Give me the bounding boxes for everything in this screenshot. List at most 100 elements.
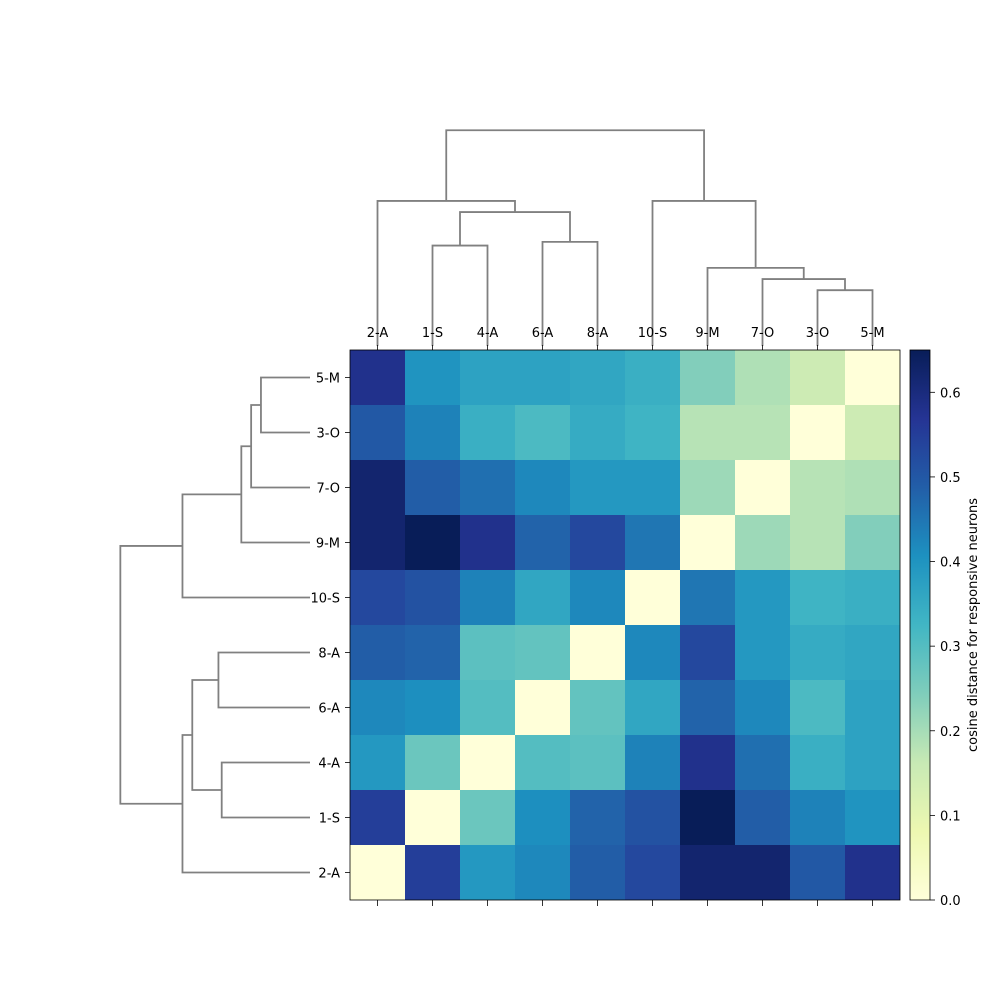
heatmap-cell bbox=[680, 405, 735, 460]
heatmap-cell bbox=[625, 405, 680, 460]
column-dendrogram bbox=[376, 129, 874, 346]
heatmap-cell bbox=[405, 515, 460, 570]
heatmap-cell bbox=[570, 460, 625, 515]
heatmap-grid bbox=[349, 349, 901, 901]
column-tick-label: 6-A bbox=[532, 326, 554, 341]
heatmap-cell bbox=[735, 570, 790, 625]
heatmap-cell bbox=[845, 350, 900, 405]
column-tick-label: 8-A bbox=[587, 326, 609, 341]
heatmap-cell bbox=[735, 405, 790, 460]
heatmap-cell bbox=[460, 350, 515, 405]
heatmap-cell bbox=[735, 625, 790, 680]
heatmap-cell bbox=[350, 680, 405, 735]
dendrogram-link bbox=[220, 761, 310, 819]
dendrogram-link bbox=[250, 404, 310, 489]
heatmap-cell bbox=[515, 460, 570, 515]
heatmap-cell bbox=[625, 460, 680, 515]
heatmap-cell bbox=[680, 845, 735, 900]
heatmap-cell bbox=[845, 405, 900, 460]
heatmap-cell bbox=[350, 350, 405, 405]
column-tick-label: 9-M bbox=[695, 326, 719, 341]
heatmap-cell bbox=[845, 735, 900, 790]
heatmap-cell bbox=[570, 570, 625, 625]
heatmap-cell bbox=[790, 680, 845, 735]
row-dendrogram bbox=[119, 376, 310, 874]
dendrogram-link bbox=[119, 545, 183, 805]
heatmap-cell bbox=[570, 405, 625, 460]
heatmap-cell bbox=[405, 735, 460, 790]
column-tick-labels: 2-A 1-S 4-A 6-A 8-A 10-S 9-M 7-O 3-O 5-M bbox=[367, 326, 885, 906]
dendrogram-link bbox=[651, 200, 757, 346]
heatmap-cell bbox=[570, 515, 625, 570]
heatmap-cell bbox=[735, 790, 790, 845]
heatmap-cell bbox=[680, 625, 735, 680]
heatmap-cell bbox=[845, 460, 900, 515]
heatmap-cell bbox=[790, 350, 845, 405]
heatmap-cell bbox=[570, 845, 625, 900]
row-tick-label: 3-O bbox=[316, 427, 340, 442]
heatmap-cell bbox=[680, 680, 735, 735]
column-tick-label: 1-S bbox=[422, 326, 443, 341]
heatmap-cell bbox=[625, 625, 680, 680]
heatmap-cell bbox=[515, 405, 570, 460]
heatmap-cell bbox=[790, 735, 845, 790]
heatmap-cell bbox=[515, 570, 570, 625]
heatmap-cell bbox=[790, 790, 845, 845]
dendrogram-link bbox=[181, 734, 310, 874]
heatmap-cell bbox=[845, 680, 900, 735]
column-tick-label: 7-O bbox=[751, 326, 775, 341]
heatmap-cell bbox=[350, 735, 405, 790]
heatmap-cell bbox=[845, 570, 900, 625]
colorbar-tick-label: 0.5 bbox=[940, 471, 961, 486]
heatmap-cell bbox=[350, 405, 405, 460]
column-tick-label: 10-S bbox=[638, 326, 668, 341]
heatmap-cell bbox=[790, 515, 845, 570]
heatmap-cell bbox=[405, 570, 460, 625]
heatmap-cell bbox=[460, 405, 515, 460]
heatmap-cell bbox=[515, 790, 570, 845]
heatmap-cell bbox=[790, 570, 845, 625]
row-tick-label: 7-O bbox=[316, 482, 340, 497]
heatmap-frame bbox=[349, 349, 901, 901]
dendrogram-link bbox=[761, 278, 846, 346]
colorbar-tick-label: 0.0 bbox=[940, 894, 961, 909]
row-tick-label: 5-M bbox=[316, 372, 340, 387]
colorbar: 0.0 0.1 0.2 0.3 0.4 0.5 0.6 cosine distance for… bbox=[909, 349, 981, 909]
heatmap-cell bbox=[625, 350, 680, 405]
heatmap-cell bbox=[570, 350, 625, 405]
heatmap-cell bbox=[625, 790, 680, 845]
heatmap-cell bbox=[625, 735, 680, 790]
colorbar-tick-label: 0.4 bbox=[940, 556, 961, 571]
heatmap-cell bbox=[405, 790, 460, 845]
heatmap-cell bbox=[625, 680, 680, 735]
dendrogram-link bbox=[376, 200, 516, 346]
heatmap-cell bbox=[515, 845, 570, 900]
heatmap-cell bbox=[515, 515, 570, 570]
heatmap-cell bbox=[570, 625, 625, 680]
dendrogram-link bbox=[191, 679, 222, 791]
heatmap-cell bbox=[735, 680, 790, 735]
heatmap-cell bbox=[790, 845, 845, 900]
dendrogram-link bbox=[181, 493, 310, 599]
heatmap-cell bbox=[405, 680, 460, 735]
heatmap-cell bbox=[790, 625, 845, 680]
colorbar-tick-label: 0.2 bbox=[940, 725, 961, 740]
column-tick-label: 2-A bbox=[367, 326, 389, 341]
heatmap-cell bbox=[515, 350, 570, 405]
heatmap-cell bbox=[570, 735, 625, 790]
row-tick-label: 4-A bbox=[318, 757, 340, 772]
heatmap-cell bbox=[845, 845, 900, 900]
row-tick-label: 6-A bbox=[318, 702, 340, 717]
heatmap-cell bbox=[735, 350, 790, 405]
heatmap-cell bbox=[735, 845, 790, 900]
column-tick-label: 5-M bbox=[860, 326, 884, 341]
heatmap-cell bbox=[680, 790, 735, 845]
heatmap-cell bbox=[735, 735, 790, 790]
heatmap-cell bbox=[405, 845, 460, 900]
heatmap-cell bbox=[515, 735, 570, 790]
heatmap-cell bbox=[570, 790, 625, 845]
row-tick-label: 1-S bbox=[319, 812, 340, 827]
heatmap-cell bbox=[845, 515, 900, 570]
column-tick-label: 3-O bbox=[806, 326, 830, 341]
